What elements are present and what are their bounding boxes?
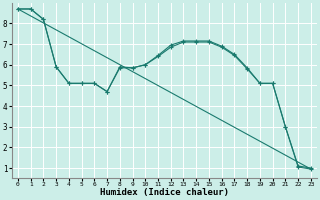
X-axis label: Humidex (Indice chaleur): Humidex (Indice chaleur)	[100, 188, 229, 197]
